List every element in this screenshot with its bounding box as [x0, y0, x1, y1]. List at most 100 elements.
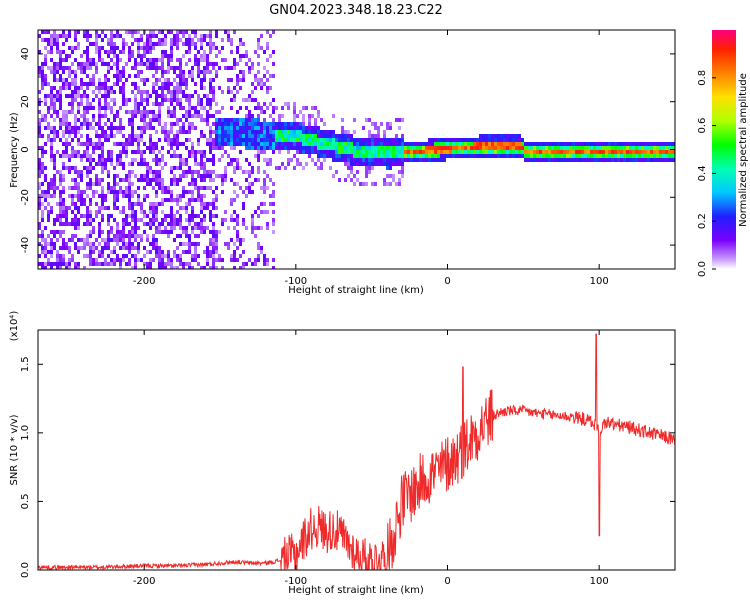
heatmap-cell-1489 [173, 70, 176, 74]
heatmap-cell-1187 [146, 66, 149, 70]
heatmap-cell-2559 [314, 130, 317, 134]
heatmap-cell-714 [101, 186, 104, 190]
heatmap-cell-2820 [392, 154, 395, 158]
heatmap-cell-1523 [176, 66, 179, 70]
heatmap-cell-2730 [368, 130, 371, 134]
heatmap-cell-367 [71, 78, 74, 82]
heatmap-cell-126 [50, 50, 53, 54]
heatmap-cell-2266 [254, 210, 257, 214]
heatmap-cell-86 [44, 198, 47, 202]
heatmap-cell-80 [44, 150, 47, 154]
heatmap-cell-3162 [572, 154, 575, 158]
heatmap-cell-2572 [317, 142, 320, 146]
heatmap-cell-1506 [173, 178, 176, 182]
heatmap-cell-2003 [221, 126, 224, 130]
heatmap-cell-2414 [272, 218, 275, 222]
x-tick-label-0: -200 [133, 576, 156, 587]
heatmap-cell-830 [113, 82, 116, 86]
heatmap-cell-2196 [245, 146, 248, 150]
heatmap-cell-1837 [203, 202, 206, 206]
heatmap-cell-777 [107, 170, 110, 174]
heatmap-cell-400 [74, 74, 77, 78]
heatmap-cell-534 [86, 94, 89, 98]
heatmap-cell-821 [110, 258, 113, 262]
heatmap-cell-368 [71, 82, 74, 86]
heatmap-cell-2440 [281, 114, 284, 118]
heatmap-cell-747 [104, 162, 107, 166]
heatmap-cell-2745 [371, 146, 374, 150]
heatmap-cell-1077 [134, 246, 137, 250]
heatmap-cell-1991 [218, 158, 221, 162]
heatmap-cell-1776 [197, 242, 200, 246]
heatmap-cell-1650 [188, 34, 191, 38]
heatmap-cell-2742 [371, 134, 374, 138]
heatmap-cell-1653 [188, 46, 191, 50]
heatmap-cell-808 [110, 130, 113, 134]
heatmap-cell-1852 [206, 94, 209, 98]
heatmap-cell-1976 [215, 250, 218, 254]
heatmap-cell-22 [38, 194, 41, 198]
heatmap-cell-1042 [131, 230, 134, 234]
heatmap-cell-753 [104, 242, 107, 246]
heatmap-cell-2813 [389, 166, 392, 170]
heatmap-cell-1316 [155, 246, 158, 250]
heatmap-cell-1142 [140, 210, 143, 214]
heatmap-cell-913 [119, 238, 122, 242]
heatmap-cell-1830 [203, 162, 206, 166]
heatmap-cell-1395 [164, 78, 167, 82]
heatmap-cell-3094 [533, 142, 536, 146]
heatmap-cell-9 [38, 118, 41, 122]
heatmap-cell-1284 [155, 62, 158, 66]
heatmap-cell-1059 [134, 106, 137, 110]
heatmap-cell-2245 [251, 218, 254, 222]
heatmap-cell-3039 [503, 138, 506, 142]
heatmap-cell-16 [38, 162, 41, 166]
heatmap-cell-2439 [281, 106, 284, 110]
heatmap-cell-1335 [158, 158, 161, 162]
heatmap-cell-1074 [134, 230, 137, 234]
heatmap-cell-378 [71, 146, 74, 150]
heatmap-cell-1924 [212, 142, 215, 146]
heatmap-cell-2809 [389, 150, 392, 154]
heatmap-cell-842 [113, 182, 116, 186]
heatmap-cell-2109 [233, 266, 236, 269]
heatmap-cell-156 [50, 254, 53, 258]
heatmap-cell-2570 [317, 134, 320, 138]
heatmap-cell-1773 [197, 222, 200, 226]
heatmap-cell-309 [65, 86, 68, 90]
heatmap-cell-224 [56, 266, 59, 269]
heatmap-cell-1116 [140, 38, 143, 42]
heatmap-cell-1729 [194, 110, 197, 114]
heatmap-cell-3326 [671, 150, 674, 154]
heatmap-cell-1987 [218, 134, 221, 138]
heatmap-cell-3263 [632, 158, 635, 162]
heatmap-cell-1642 [185, 210, 188, 214]
heatmap-cell-1768 [197, 186, 200, 190]
heatmap-cell-179 [53, 154, 56, 158]
heatmap-cell-1896 [209, 158, 212, 162]
heatmap-cell-990 [128, 142, 131, 146]
heatmap-cell-905 [119, 158, 122, 162]
heatmap-cell-1607 [182, 170, 185, 174]
heatmap-cell-1822 [203, 78, 206, 82]
heatmap-cell-2883 [416, 158, 419, 162]
heatmap-cell-445 [77, 130, 80, 134]
heatmap-cell-1791 [200, 106, 203, 110]
heatmap-cell-2230 [251, 98, 254, 102]
heatmap-cell-34 [41, 62, 44, 66]
heatmap-cell-1060 [134, 110, 137, 114]
heatmap-cell-955 [125, 62, 128, 66]
heatmap-cell-2126 [236, 162, 239, 166]
heatmap-cell-2113 [236, 74, 239, 78]
heatmap-cell-443 [77, 118, 80, 122]
heatmap-cell-3293 [650, 158, 653, 162]
heatmap-cell-2497 [296, 138, 299, 142]
heatmap-cell-765 [107, 86, 110, 90]
heatmap-cell-1724 [194, 58, 197, 62]
heatmap-cell-865 [116, 78, 119, 82]
heatmap-cell-1743 [194, 226, 197, 230]
heatmap-cell-2513 [302, 106, 305, 110]
heatmap-cell-1869 [206, 250, 209, 254]
heatmap-cell-479 [80, 126, 83, 130]
heatmap-cell-2541 [308, 142, 311, 146]
